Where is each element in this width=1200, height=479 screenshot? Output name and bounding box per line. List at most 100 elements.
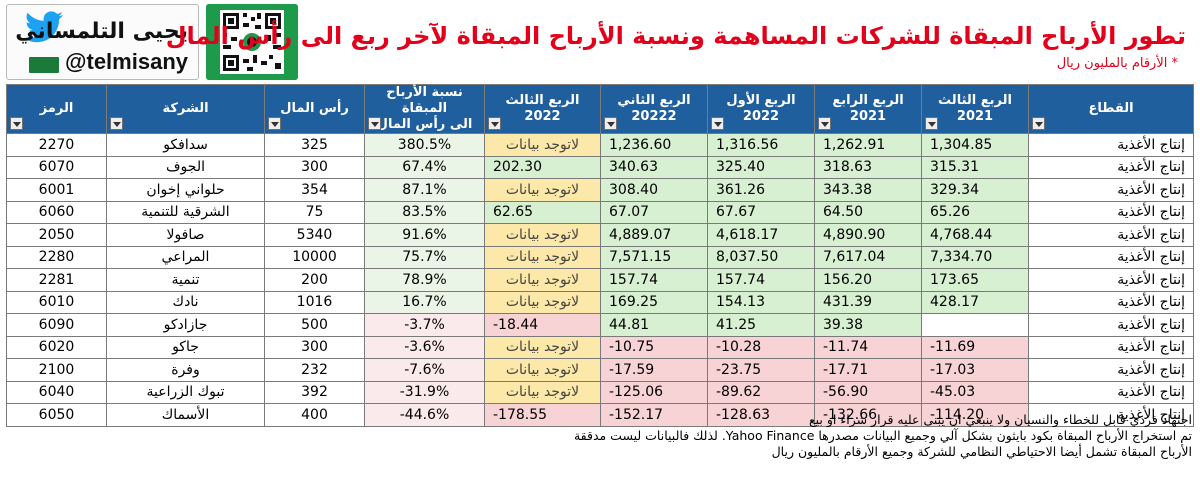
cell-q1-2022: 154.13 — [707, 290, 815, 314]
cell-symbol: 6020 — [6, 335, 107, 359]
cell-q2-2022: 157.74 — [600, 268, 708, 292]
cell-q2-2022: 7,571.15 — [600, 245, 708, 269]
filter-dropdown-icon[interactable] — [10, 117, 23, 130]
cell-q3-2022: لاتوجد بيانات — [484, 290, 601, 314]
cell-symbol: 6050 — [6, 403, 107, 427]
cell-symbol: 6060 — [6, 200, 107, 224]
cell-q2-2022: 44.81 — [600, 313, 708, 337]
cell-q4-2021: 7,617.04 — [814, 245, 922, 269]
cell-q3-2022: -18.44 — [484, 313, 601, 337]
cell-capital: 300 — [264, 335, 365, 359]
header-sector: القطاع — [1028, 84, 1194, 134]
cell-symbol: 2270 — [6, 133, 107, 157]
cell-q3-2021: 173.65 — [921, 268, 1029, 292]
cell-symbol: 2281 — [6, 268, 107, 292]
cell-q3-2022: لاتوجد بيانات — [484, 245, 601, 269]
filter-dropdown-icon[interactable] — [711, 117, 724, 130]
cell-q2-2022: -125.06 — [600, 380, 708, 404]
cell-capital: 232 — [264, 358, 365, 382]
cell-q3-2021: 428.17 — [921, 290, 1029, 314]
cell-capital: 5340 — [264, 223, 365, 247]
filter-dropdown-icon[interactable] — [1032, 117, 1045, 130]
cell-q3-2022: لاتوجد بيانات — [484, 358, 601, 382]
cell-company: جاكو — [106, 335, 265, 359]
cell-ratio: 67.4% — [364, 155, 485, 179]
cell-q4-2021: -56.90 — [814, 380, 922, 404]
cell-q2-2022: 4,889.07 — [600, 223, 708, 247]
cell-q1-2022: 361.26 — [707, 178, 815, 202]
brand-handle[interactable]: @telmisany — [65, 49, 188, 74]
cell-company: الجوف — [106, 155, 265, 179]
table-row: إنتاج الأغذية 1,304.85 1,262.91 1,316.56 1,2… — [6, 133, 1194, 157]
table-row: إنتاج الأغذية 39.38 41.25 44.81 -18.44 -3.7% 5… — [6, 313, 1194, 337]
footer-notes: اجتهاد فردي قابل للخطاء والنسيان ولا ينب… — [6, 412, 1192, 460]
cell-ratio: -3.7% — [364, 313, 485, 337]
brand-name: يحيى التلمساني — [15, 19, 188, 44]
cell-capital: 200 — [264, 268, 365, 292]
cell-capital: 75 — [264, 200, 365, 224]
header-q3-2021: الربع الثالث 2021 — [921, 84, 1029, 134]
cell-q1-2022: 67.67 — [707, 200, 815, 224]
note-line: الأرباح المبقاة تشمل أيضا الاحتياطي النظ… — [771, 444, 1192, 459]
cell-q3-2022: لاتوجد بيانات — [484, 268, 601, 292]
cell-capital: 400 — [264, 403, 365, 427]
filter-dropdown-icon[interactable] — [604, 117, 617, 130]
cell-q3-2021: 329.34 — [921, 178, 1029, 202]
cell-q2-2022: 169.25 — [600, 290, 708, 314]
cell-q3-2021: 7,334.70 — [921, 245, 1029, 269]
header-capital: رأس المال — [264, 84, 365, 134]
cell-capital: 354 — [264, 178, 365, 202]
cell-q2-2022: 340.63 — [600, 155, 708, 179]
cell-capital: 392 — [264, 380, 365, 404]
cell-q4-2021: 39.38 — [814, 313, 922, 337]
cell-q1-2022: -128.63 — [707, 403, 815, 427]
table-row: إنتاج الأغذية -114.20 -132.66 -128.63 -152.1… — [6, 403, 1194, 427]
retained-earnings-table: القطاع الربع الثالث 2021 الربع الرابع 2021… — [6, 84, 1194, 427]
filter-dropdown-icon[interactable] — [488, 117, 501, 130]
cell-q4-2021: -132.66 — [814, 403, 922, 427]
cell-q2-2022: 308.40 — [600, 178, 708, 202]
filter-dropdown-icon[interactable] — [110, 117, 123, 130]
cell-symbol: 6040 — [6, 380, 107, 404]
header-symbol: الرمز — [6, 84, 107, 134]
twitter-bird-icon — [25, 11, 63, 43]
cell-capital: 500 — [264, 313, 365, 337]
table-row: إنتاج الأغذية 65.26 64.50 67.67 67.07 62.65 83… — [6, 200, 1194, 224]
note-line: تم استخراج الأرباح المبقاة بكود بايثون ب… — [573, 428, 1192, 443]
cell-q1-2022: 1,316.56 — [707, 133, 815, 157]
cell-symbol: 6090 — [6, 313, 107, 337]
cell-ratio: 78.9% — [364, 268, 485, 292]
filter-dropdown-icon[interactable] — [925, 117, 938, 130]
header-q1-2022: الربع الأول 2022 — [707, 84, 815, 134]
filter-dropdown-icon[interactable] — [368, 117, 381, 130]
cell-sector: إنتاج الأغذية — [1028, 178, 1194, 202]
cell-q3-2022: لاتوجد بيانات — [484, 223, 601, 247]
cell-company: سدافكو — [106, 133, 265, 157]
cell-sector: إنتاج الأغذية — [1028, 358, 1194, 382]
cell-q3-2021: -45.03 — [921, 380, 1029, 404]
cell-symbol: 2280 — [6, 245, 107, 269]
saudi-flag-icon — [29, 57, 59, 73]
qr-code-icon[interactable] — [206, 4, 298, 80]
cell-company: المراعي — [106, 245, 265, 269]
cell-q4-2021: 64.50 — [814, 200, 922, 224]
cell-q2-2022: 67.07 — [600, 200, 708, 224]
cell-q3-2022: -178.55 — [484, 403, 601, 427]
cell-company: جازادكو — [106, 313, 265, 337]
cell-company: نادك — [106, 290, 265, 314]
cell-q1-2022: 8,037.50 — [707, 245, 815, 269]
cell-q3-2022: 62.65 — [484, 200, 601, 224]
page-subtitle: * الأرقام بالمليون ريال — [1056, 56, 1178, 71]
cell-ratio: -3.6% — [364, 335, 485, 359]
cell-symbol: 2050 — [6, 223, 107, 247]
table-header-row: القطاع الربع الثالث 2021 الربع الرابع 2021… — [6, 84, 1194, 134]
table-row: إنتاج الأغذية -17.03 -17.71 -23.75 -17.59 لات… — [6, 358, 1194, 382]
cell-ratio: 87.1% — [364, 178, 485, 202]
cell-ratio: -31.9% — [364, 380, 485, 404]
cell-q1-2022: 157.74 — [707, 268, 815, 292]
filter-dropdown-icon[interactable] — [268, 117, 281, 130]
cell-ratio: 16.7% — [364, 290, 485, 314]
cell-q2-2022: -152.17 — [600, 403, 708, 427]
filter-dropdown-icon[interactable] — [818, 117, 831, 130]
cell-sector: إنتاج الأغذية — [1028, 245, 1194, 269]
